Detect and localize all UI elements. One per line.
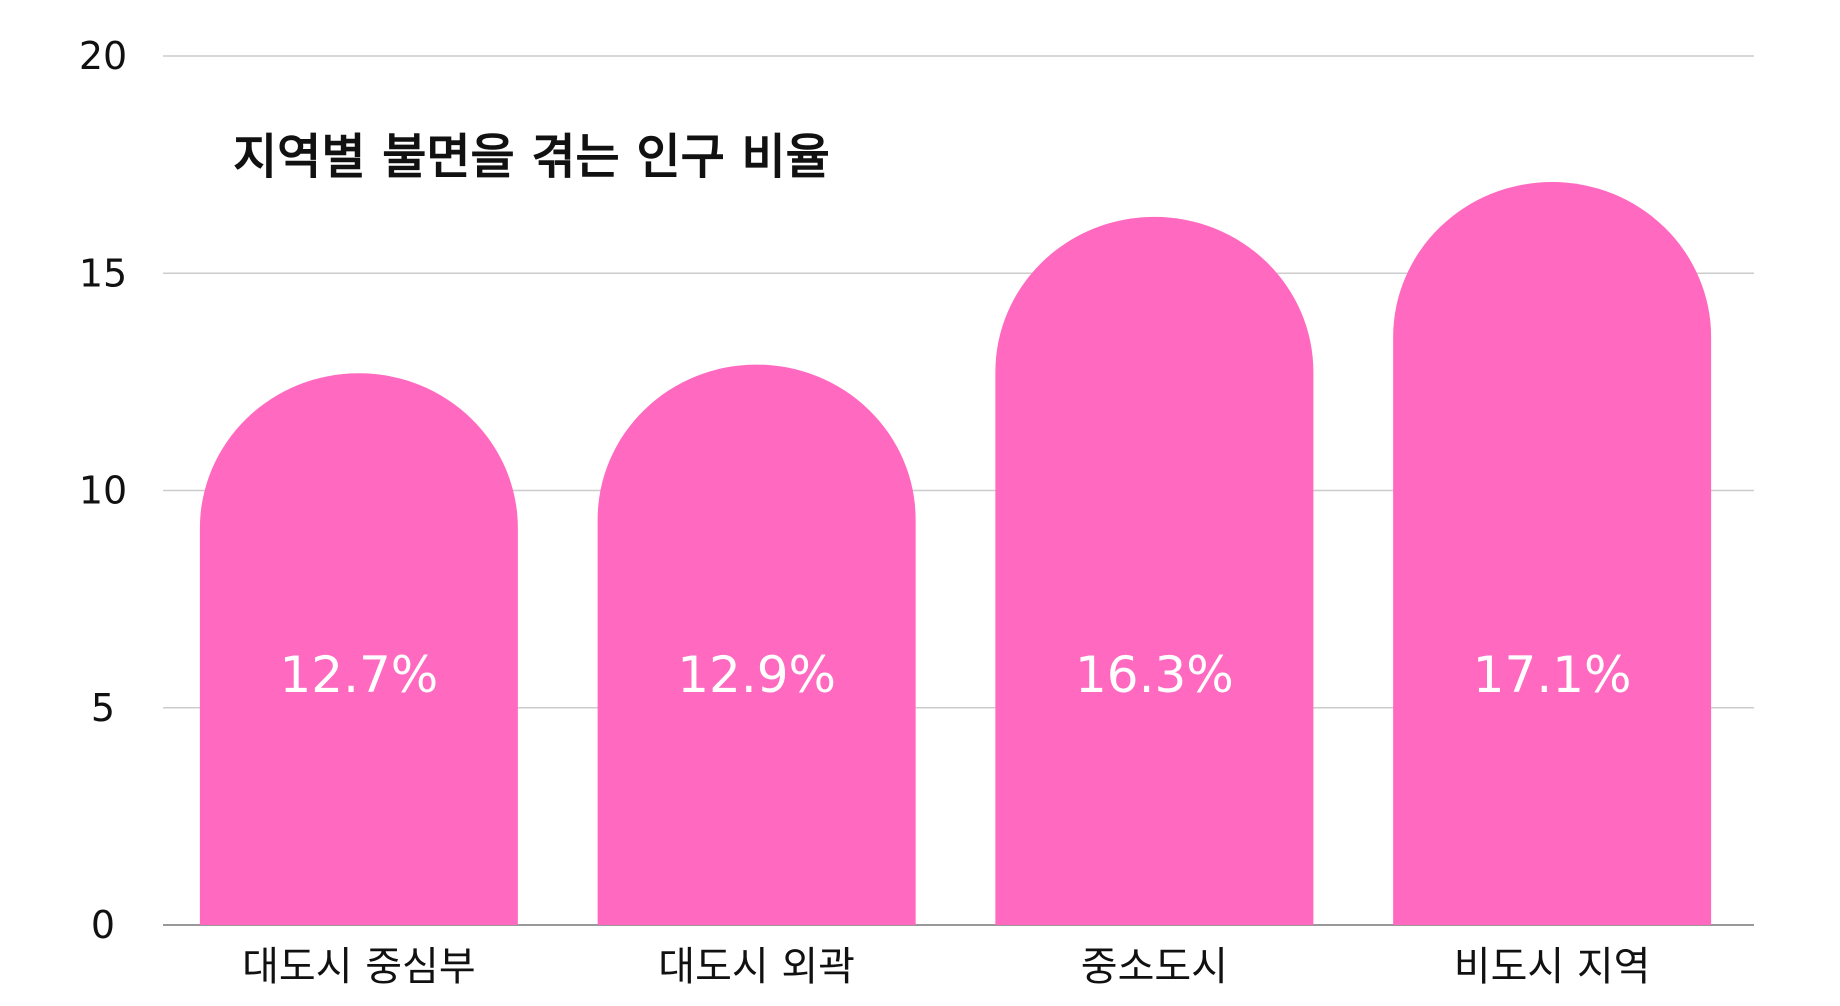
bar-value-label: 12.9%	[677, 646, 836, 704]
y-tick-label: 15	[79, 251, 127, 295]
bars	[199, 182, 1712, 925]
y-tick-label: 0	[91, 903, 115, 947]
bar-value-label: 17.1%	[1473, 646, 1632, 704]
x-category-label: 대도시 외곽	[658, 944, 855, 990]
y-axis-ticks: 0 5 10 15 20	[79, 34, 127, 947]
x-category-label: 중소도시	[1081, 944, 1228, 990]
bar	[995, 216, 1314, 925]
bar	[597, 364, 916, 925]
y-tick-label: 20	[79, 34, 127, 78]
chart-title: 지역별 불면을 겪는 인구 비율	[233, 129, 830, 185]
x-category-label: 비도시 지역	[1454, 944, 1651, 990]
x-category-label: 대도시 중심부	[242, 944, 476, 990]
x-axis-labels: 대도시 중심부 대도시 외곽 중소도시 비도시 지역	[242, 944, 1650, 990]
bar-value-label: 16.3%	[1075, 646, 1234, 704]
bar-value-label: 12.7%	[279, 646, 438, 704]
bar	[1393, 182, 1712, 925]
y-tick-label: 10	[79, 469, 127, 513]
bar	[199, 373, 518, 925]
value-labels: 12.7% 12.9% 16.3% 17.1%	[279, 646, 1631, 704]
y-tick-label: 5	[91, 686, 115, 730]
